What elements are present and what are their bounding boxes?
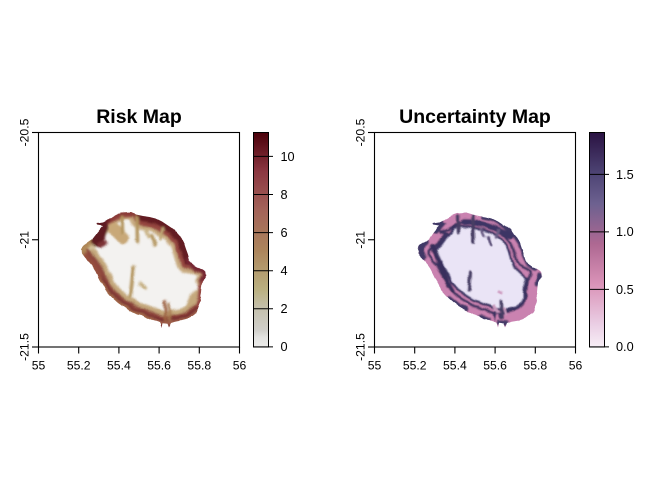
svg-text:-21.5: -21.5 (354, 333, 368, 361)
svg-text:56: 56 (233, 358, 247, 372)
svg-text:55: 55 (32, 358, 46, 372)
svg-text:-20.5: -20.5 (354, 118, 368, 146)
svg-text:Uncertainty Map: Uncertainty Map (399, 106, 551, 128)
svg-text:55.6: 55.6 (147, 358, 171, 372)
svg-text:55.2: 55.2 (403, 358, 427, 372)
svg-text:6: 6 (281, 226, 288, 240)
svg-text:0.0: 0.0 (616, 340, 634, 354)
svg-text:8: 8 (281, 188, 288, 202)
svg-text:4: 4 (281, 264, 288, 278)
svg-text:55.4: 55.4 (443, 358, 467, 372)
svg-text:-21: -21 (18, 231, 32, 249)
svg-text:55: 55 (368, 358, 382, 372)
svg-text:55.4: 55.4 (107, 358, 131, 372)
svg-text:-21.5: -21.5 (18, 333, 32, 361)
svg-text:10: 10 (281, 150, 295, 164)
svg-text:56: 56 (569, 358, 583, 372)
svg-text:-21: -21 (354, 231, 368, 249)
svg-text:2: 2 (281, 302, 288, 316)
svg-text:1.0: 1.0 (616, 225, 634, 239)
svg-text:55.8: 55.8 (523, 358, 547, 372)
svg-text:Risk Map: Risk Map (96, 106, 182, 128)
svg-text:-20.5: -20.5 (18, 118, 32, 146)
svg-text:0.5: 0.5 (616, 283, 634, 297)
svg-text:55.8: 55.8 (187, 358, 211, 372)
svg-text:55.2: 55.2 (67, 358, 91, 372)
svg-text:0: 0 (281, 340, 288, 354)
svg-text:55.6: 55.6 (483, 358, 507, 372)
svg-text:1.5: 1.5 (616, 168, 634, 182)
